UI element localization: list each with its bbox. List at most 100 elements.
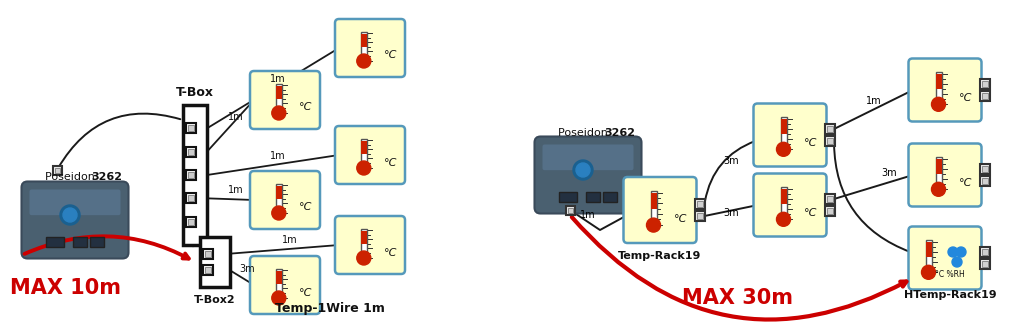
- Bar: [981, 178, 988, 184]
- Bar: [276, 269, 282, 298]
- FancyBboxPatch shape: [250, 256, 320, 314]
- Bar: [981, 261, 988, 267]
- Bar: [979, 247, 990, 257]
- Bar: [46, 237, 64, 247]
- Bar: [979, 259, 990, 269]
- Text: 3262: 3262: [91, 172, 122, 182]
- Bar: [825, 124, 835, 134]
- Circle shape: [271, 106, 286, 120]
- Bar: [188, 172, 194, 178]
- Text: °C: °C: [960, 178, 973, 188]
- Bar: [979, 164, 990, 174]
- Text: 1m: 1m: [228, 112, 244, 122]
- Text: °C %RH: °C %RH: [935, 270, 965, 279]
- Bar: [188, 219, 194, 225]
- Bar: [697, 213, 703, 219]
- FancyBboxPatch shape: [335, 126, 405, 184]
- Bar: [361, 231, 366, 244]
- Bar: [559, 191, 577, 202]
- Text: Poseidon: Poseidon: [558, 128, 611, 137]
- FancyBboxPatch shape: [908, 144, 981, 206]
- Circle shape: [932, 182, 945, 196]
- Bar: [695, 199, 705, 209]
- FancyBboxPatch shape: [335, 216, 405, 274]
- Bar: [586, 191, 600, 202]
- Bar: [825, 136, 835, 146]
- FancyBboxPatch shape: [250, 71, 320, 129]
- Bar: [276, 271, 282, 284]
- Circle shape: [357, 54, 370, 68]
- FancyBboxPatch shape: [753, 103, 827, 167]
- Bar: [981, 81, 988, 87]
- Circle shape: [776, 142, 791, 156]
- Bar: [53, 166, 62, 175]
- Bar: [203, 265, 213, 275]
- Circle shape: [63, 208, 77, 222]
- Text: °C: °C: [804, 138, 817, 148]
- Bar: [926, 242, 932, 257]
- Bar: [361, 139, 366, 168]
- Bar: [981, 249, 988, 255]
- Text: T-Box2: T-Box2: [194, 295, 236, 305]
- Circle shape: [357, 251, 370, 265]
- Text: °C: °C: [804, 208, 817, 218]
- Bar: [695, 211, 705, 221]
- Text: 3m: 3m: [723, 156, 739, 166]
- Text: °C: °C: [298, 102, 312, 112]
- Bar: [73, 237, 87, 247]
- Bar: [979, 79, 990, 89]
- Text: 3m: 3m: [239, 264, 255, 274]
- Circle shape: [646, 218, 660, 232]
- Text: 1m: 1m: [228, 185, 244, 195]
- Bar: [55, 168, 60, 172]
- Bar: [361, 34, 366, 47]
- Bar: [186, 147, 196, 157]
- Circle shape: [948, 247, 958, 257]
- Bar: [825, 206, 835, 216]
- Circle shape: [576, 163, 590, 177]
- FancyArrowPatch shape: [191, 239, 204, 246]
- Bar: [827, 208, 833, 214]
- Circle shape: [776, 212, 791, 226]
- Bar: [568, 207, 573, 213]
- Text: Temp-Rack19: Temp-Rack19: [618, 251, 702, 261]
- Bar: [188, 195, 194, 201]
- Bar: [276, 184, 282, 213]
- Bar: [183, 105, 207, 245]
- Bar: [981, 166, 988, 172]
- Bar: [603, 191, 617, 202]
- FancyBboxPatch shape: [250, 171, 320, 229]
- Circle shape: [357, 161, 370, 175]
- Bar: [780, 120, 786, 134]
- Text: °C: °C: [384, 248, 397, 258]
- FancyBboxPatch shape: [22, 181, 129, 259]
- Bar: [276, 186, 282, 199]
- Text: Poseidon: Poseidon: [45, 172, 98, 182]
- Text: 3m: 3m: [723, 207, 739, 217]
- Circle shape: [271, 291, 286, 305]
- Bar: [979, 91, 990, 101]
- Bar: [188, 125, 194, 131]
- Text: °C: °C: [674, 214, 687, 224]
- Text: T-Box: T-Box: [176, 86, 214, 99]
- Bar: [827, 196, 833, 202]
- Circle shape: [922, 265, 935, 279]
- Text: Temp-1Wire 1m: Temp-1Wire 1m: [276, 302, 385, 315]
- Bar: [697, 201, 703, 207]
- Bar: [188, 149, 194, 155]
- Text: 3m: 3m: [881, 168, 897, 178]
- FancyArrowPatch shape: [834, 144, 910, 252]
- Text: °C: °C: [384, 51, 397, 61]
- Bar: [650, 193, 656, 209]
- FancyBboxPatch shape: [543, 145, 634, 170]
- Text: MAX 30m: MAX 30m: [682, 288, 793, 308]
- FancyArrowPatch shape: [59, 114, 181, 168]
- Bar: [926, 240, 932, 272]
- Circle shape: [956, 247, 966, 257]
- Bar: [979, 176, 990, 186]
- FancyArrowPatch shape: [705, 141, 755, 201]
- Circle shape: [952, 257, 962, 267]
- Bar: [780, 190, 786, 204]
- Bar: [186, 123, 196, 133]
- Text: HTemp-Rack19: HTemp-Rack19: [904, 291, 996, 300]
